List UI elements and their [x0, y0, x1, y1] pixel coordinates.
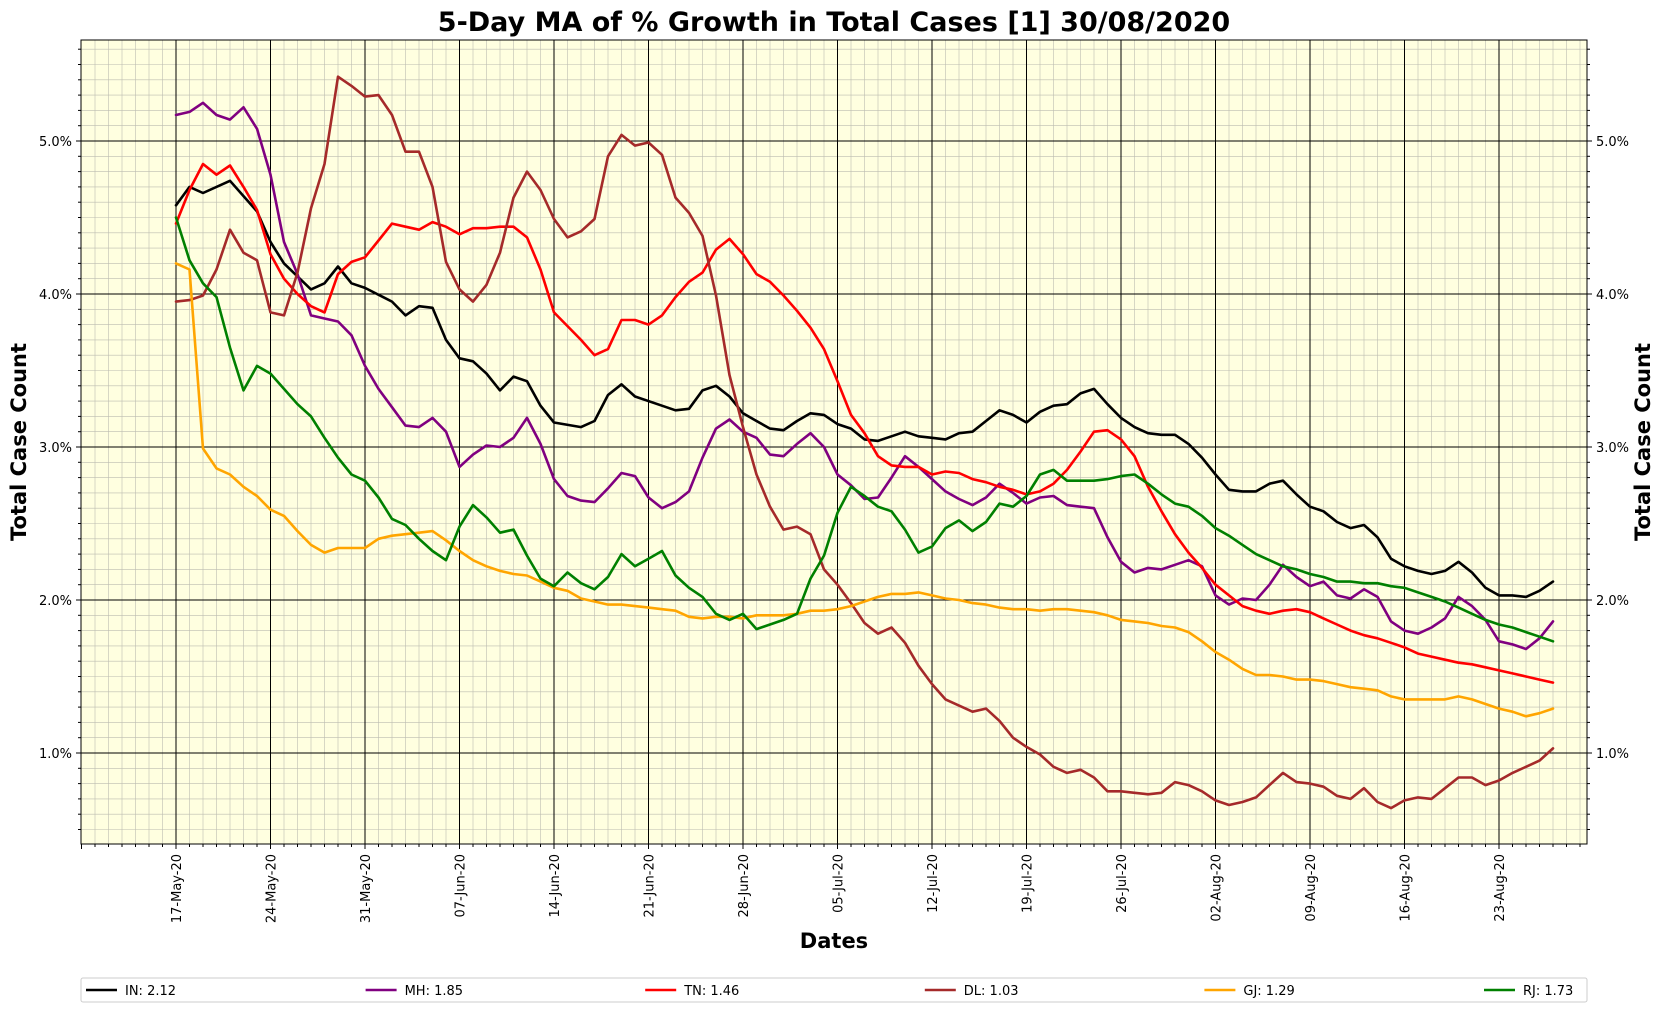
minor-grid	[81, 40, 1587, 844]
y-tick-labels-right: 1.0% 2.0% 3.0% 4.0% 5.0%	[1596, 135, 1629, 762]
legend-item-in: IN: 2.12	[86, 984, 176, 999]
y-tick-label-right: 2.0%	[1596, 594, 1629, 609]
series-line-tn	[174, 162, 1555, 684]
x-tick-label: 28-Jun-20	[737, 854, 752, 918]
legend: IN: 2.12 MH: 1.85 TN: 1.46 DL: 1.03 GJ: 1.29…	[80, 977, 1588, 1003]
legend-label: MH: 1.85	[405, 984, 463, 999]
x-tick-label: 02-Aug-20	[1210, 854, 1225, 922]
x-tick-label: 17-May-20	[170, 854, 185, 923]
series-line-rj	[174, 216, 1555, 643]
plot-frame	[80, 39, 1588, 845]
x-tick-label: 21-Jun-20	[643, 854, 658, 918]
y-axis-title-left: Total Case Count	[7, 343, 31, 541]
major-grid	[81, 40, 1587, 844]
y-tick-label-right: 3.0%	[1596, 441, 1629, 456]
legend-label: RJ: 1.73	[1523, 984, 1573, 999]
x-tick-label: 23-Aug-20	[1493, 854, 1508, 922]
legend-item-dl: DL: 1.03	[924, 984, 1019, 999]
series-line-in	[174, 179, 1555, 599]
chart-title: 5-Day MA of % Growth in Total Cases [1] …	[438, 7, 1230, 38]
y-tick-label-left: 4.0%	[39, 288, 72, 303]
y-tick-label-left: 1.0%	[39, 747, 72, 762]
x-tick-label: 24-May-20	[265, 854, 280, 923]
legend-label: TN: 1.46	[683, 984, 739, 999]
x-tick-label: 07-Jun-20	[454, 854, 469, 918]
legend-frame	[80, 977, 1588, 1003]
y-tick-label-right: 5.0%	[1596, 135, 1629, 150]
x-tick-label: 31-May-20	[359, 854, 374, 923]
legend-label: GJ: 1.29	[1243, 984, 1294, 999]
x-tick-label: 26-Jul-20	[1115, 854, 1130, 913]
x-tick-labels: 17-May-20 24-May-20 31-May-20 07-Jun-20 14-J…	[170, 854, 1508, 923]
legend-item-mh: MH: 1.85	[365, 984, 463, 999]
plot-background	[81, 40, 1587, 844]
x-tick-label: 16-Aug-20	[1399, 854, 1414, 922]
x-tick-label: 12-Jul-20	[926, 854, 941, 913]
x-tick-label: 14-Jun-20	[548, 854, 563, 918]
legend-label: IN: 2.12	[125, 984, 176, 999]
x-tick-label: 05-Jul-20	[832, 854, 847, 913]
y-tick-label-right: 4.0%	[1596, 288, 1629, 303]
series-line-mh	[174, 101, 1555, 651]
y-tick-labels-left: 1.0% 2.0% 3.0% 4.0% 5.0%	[39, 135, 72, 762]
series-line-dl	[174, 75, 1555, 810]
legend-item-rj: RJ: 1.73	[1484, 984, 1573, 999]
x-tick-label: 09-Aug-20	[1304, 854, 1319, 922]
legend-item-tn: TN: 1.46	[645, 984, 739, 999]
y-tick-label-right: 1.0%	[1596, 747, 1629, 762]
y-tick-label-left: 2.0%	[39, 594, 72, 609]
legend-label: DL: 1.03	[964, 984, 1019, 999]
series-line-gj	[174, 262, 1555, 718]
axis-ticks	[76, 48, 1592, 849]
x-axis-title: Dates	[800, 929, 868, 953]
y-tick-label-left: 5.0%	[39, 135, 72, 150]
series-layer	[174, 75, 1555, 810]
x-tick-label: 19-Jul-20	[1021, 854, 1036, 913]
y-tick-label-left: 3.0%	[39, 441, 72, 456]
y-axis-title-right: Total Case Count	[1631, 343, 1655, 541]
legend-item-gj: GJ: 1.29	[1204, 984, 1295, 999]
